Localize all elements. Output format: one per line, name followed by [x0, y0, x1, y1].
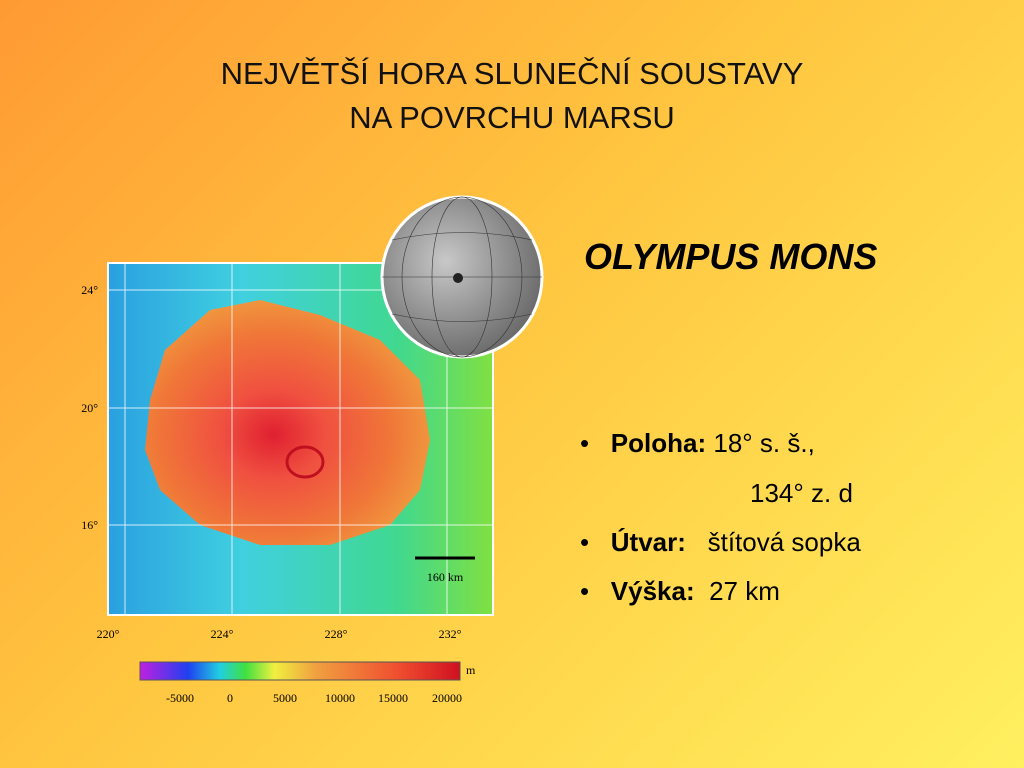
legend-tick-label: 5000 — [273, 691, 297, 705]
bullet-value: štítová sopka — [707, 527, 861, 557]
latitude-label: 20° — [81, 401, 98, 415]
longitude-label: 220° — [97, 627, 120, 641]
legend-unit: m — [466, 663, 476, 677]
globe-marker — [453, 273, 463, 283]
bullet: • Poloha: 18° s. š., — [580, 428, 815, 458]
longitude-label: 232° — [439, 627, 462, 641]
bullet-label: Poloha: — [610, 428, 707, 458]
legend-tick-label: 15000 — [378, 691, 408, 705]
bullet: • Útvar: štítová sopka — [580, 527, 861, 557]
subtitle: OLYMPUS MONS — [584, 236, 878, 277]
bullet: • Výška: 27 km — [580, 576, 780, 606]
bullet-value: 27 km — [709, 576, 780, 606]
legend-tick-label: 0 — [227, 691, 233, 705]
title-line: NA POVRCHU MARSU — [349, 100, 675, 135]
bullet-continuation: 134° z. d — [750, 478, 853, 508]
legend-tick-label: 20000 — [432, 691, 462, 705]
legend-tick-label: -5000 — [166, 691, 194, 705]
longitude-label: 224° — [211, 627, 234, 641]
legend-tick-label: 10000 — [325, 691, 355, 705]
latitude-label: 24° — [81, 283, 98, 297]
longitude-label: 228° — [325, 627, 348, 641]
map-figure: 160 km 24° 20° 16° 220° 224° 228° 232° m -5000 0 5… — [81, 195, 544, 705]
title-line: NEJVĚTŠÍ HORA SLUNEČNÍ SOUSTAVY — [220, 56, 804, 91]
caldera — [285, 445, 325, 479]
latitude-label: 16° — [81, 518, 98, 532]
color-bar — [139, 661, 461, 681]
volcano — [145, 300, 430, 545]
bullet-label: Útvar: — [610, 527, 686, 557]
bullet-value: 18° s. š., — [713, 428, 815, 458]
scale-bar-label: 160 km — [427, 570, 464, 584]
bullet-label: Výška: — [610, 576, 695, 606]
